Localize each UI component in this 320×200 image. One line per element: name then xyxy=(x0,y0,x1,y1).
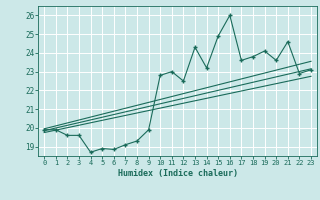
X-axis label: Humidex (Indice chaleur): Humidex (Indice chaleur) xyxy=(118,169,238,178)
